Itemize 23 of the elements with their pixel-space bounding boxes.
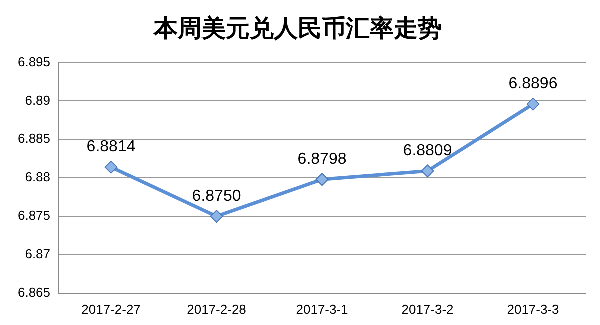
x-tick-label: 2017-2-28 (187, 302, 246, 317)
y-tick-label: 6.895 (18, 54, 51, 70)
text: 6.8798 (298, 151, 347, 168)
y-tick-label: 6.87 (25, 246, 51, 262)
text: 6.8750 (192, 188, 242, 205)
x-tick-label: 2017-2-27 (82, 302, 141, 317)
text: 6.8814 (86, 138, 136, 156)
y-tick-label: 6.89 (25, 92, 51, 108)
text: 6.8896 (508, 76, 558, 93)
y-tick-label: 6.885 (18, 131, 51, 146)
y-tick-label: 6.875 (18, 208, 51, 224)
y-tick-label: 6.88 (25, 170, 51, 185)
point (316, 173, 329, 186)
point (210, 210, 224, 224)
text: 6.8809 (403, 142, 452, 160)
x-tick-label: 2017-3-3 (507, 302, 560, 317)
point (526, 98, 540, 111)
y-tick-label: 6.865 (18, 284, 51, 300)
chart-title: 本周美元兑人民币汇率走势 (153, 14, 442, 43)
x-tick-label: 2017-3-2 (402, 302, 454, 317)
x-tick-label: 2017-3-1 (296, 302, 348, 317)
point (104, 160, 118, 174)
point (421, 164, 434, 178)
